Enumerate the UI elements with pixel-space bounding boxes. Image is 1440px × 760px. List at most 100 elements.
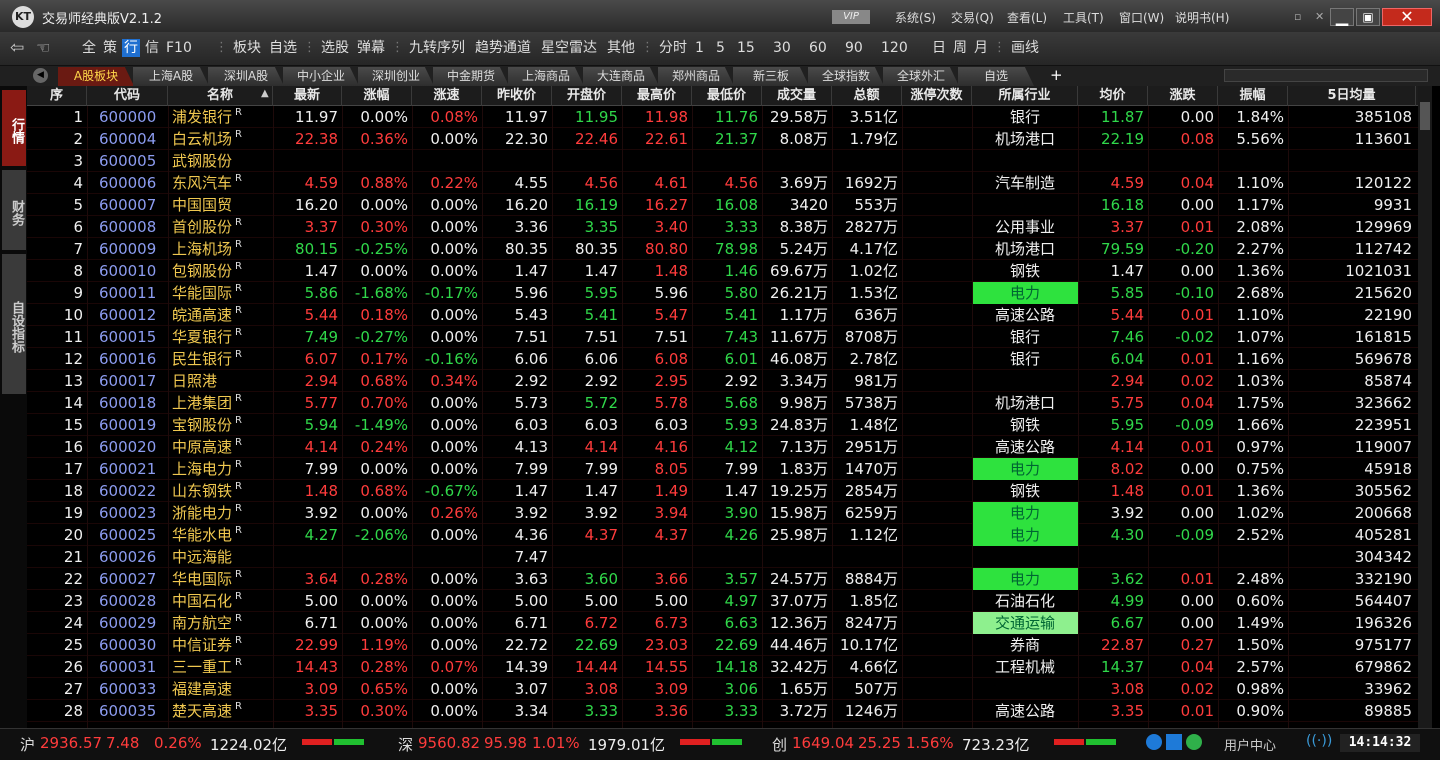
vip-badge[interactable]: VIP	[832, 10, 870, 24]
table-cell[interactable]: 首创股份 R	[172, 217, 242, 236]
side-tab[interactable]: 财务	[2, 170, 26, 250]
table-cell[interactable]: 600023	[99, 504, 157, 522]
column-header[interactable]: 最高价	[622, 86, 692, 106]
column-header[interactable]: 名称	[168, 86, 273, 106]
tool-button[interactable]: 全	[82, 40, 96, 56]
tool-button[interactable]: F10	[166, 40, 192, 56]
table-cell[interactable]: 600021	[99, 460, 157, 478]
column-header[interactable]: 涨幅	[342, 86, 412, 106]
close-small[interactable]: ✕	[1315, 10, 1325, 23]
tool-button[interactable]: 15	[737, 40, 755, 56]
table-cell[interactable]: 华夏银行 R	[172, 327, 242, 346]
table-cell[interactable]: 皖通高速 R	[172, 305, 242, 324]
tool-button[interactable]: 30	[773, 40, 791, 56]
table-cell[interactable]: 600028	[99, 592, 157, 610]
tool-button[interactable]: 画线	[1011, 40, 1039, 56]
tab[interactable]: 深圳创业	[358, 67, 434, 86]
column-header[interactable]: 涨跌	[1148, 86, 1218, 106]
table-cell[interactable]: 三一重工 R	[172, 657, 242, 676]
table-cell[interactable]: 浙能电力 R	[172, 503, 242, 522]
vertical-scrollbar[interactable]	[1418, 86, 1432, 728]
table-cell[interactable]: 中远海能	[172, 548, 233, 566]
tool-button[interactable]: 趋势通道	[475, 40, 531, 56]
table-cell[interactable]: 600012	[99, 306, 157, 324]
tool-button[interactable]: 弹幕	[357, 40, 385, 56]
table-cell[interactable]: 600027	[99, 570, 157, 588]
tab[interactable]: 自选	[958, 67, 1034, 86]
back-icon[interactable]: ⇦	[10, 38, 25, 58]
table-cell[interactable]: 上海电力 R	[172, 459, 242, 478]
table-cell[interactable]: 上海机场 R	[172, 239, 242, 258]
table-cell[interactable]: 600015	[99, 328, 157, 346]
menu-item[interactable]: 说明书(H)	[1175, 11, 1230, 25]
user-center[interactable]: 用户中心	[1224, 739, 1277, 754]
table-cell[interactable]: 福建高速	[172, 680, 233, 698]
table-cell[interactable]: 600035	[99, 702, 157, 720]
tool-button[interactable]: 60	[809, 40, 827, 56]
tool-button[interactable]: 自选	[269, 40, 297, 56]
column-header[interactable]: 所属行业	[972, 86, 1078, 106]
column-header[interactable]: 开盘价	[552, 86, 622, 106]
side-tab[interactable]: 自设指标	[2, 254, 26, 394]
table-cell[interactable]: 华电国际 R	[172, 569, 242, 588]
table-cell[interactable]: 华能国际 R	[172, 283, 242, 302]
tool-button[interactable]: 其他	[607, 40, 635, 56]
maximize-button[interactable]: ▣	[1356, 8, 1380, 26]
table-cell[interactable]: 600018	[99, 394, 157, 412]
menu-item[interactable]: 系统(S)	[895, 11, 936, 25]
column-header[interactable]: 最低价	[692, 86, 762, 106]
table-cell[interactable]: 600030	[99, 636, 157, 654]
tab[interactable]: 上海商品	[508, 67, 584, 86]
column-header[interactable]: 5日均量	[1288, 86, 1416, 106]
table-cell[interactable]: 600022	[99, 482, 157, 500]
column-header[interactable]: 最新	[273, 86, 342, 106]
table-cell[interactable]: 南方航空 R	[172, 613, 242, 632]
menu-item[interactable]: 查看(L)	[1007, 11, 1048, 25]
tab[interactable]: 中金期货	[433, 67, 509, 86]
tool-button[interactable]: 月	[974, 40, 988, 56]
column-header[interactable]: 涨速	[412, 86, 482, 106]
table-cell[interactable]: 楚天高速 R	[172, 701, 242, 720]
tool-button[interactable]: 策	[103, 40, 117, 56]
tab[interactable]: A股板块	[58, 67, 134, 86]
table-cell[interactable]: 包钢股份 R	[172, 261, 242, 280]
restore-icon[interactable]: ▫	[1294, 10, 1302, 23]
table-cell[interactable]: 民生银行 R	[172, 349, 242, 368]
tool-button[interactable]: 日	[932, 40, 946, 56]
menu-item[interactable]: 窗口(W)	[1119, 11, 1165, 25]
menu-item[interactable]: 交易(Q)	[951, 11, 994, 25]
tab[interactable]: 上海A股	[133, 67, 209, 86]
table-cell[interactable]: 白云机场 R	[172, 129, 242, 148]
table-cell[interactable]: 600033	[99, 680, 157, 698]
table-cell[interactable]: 600026	[99, 548, 157, 566]
table-cell[interactable]: 600009	[99, 240, 157, 258]
table-cell[interactable]: 600007	[99, 196, 157, 214]
tool-button[interactable]: 行	[122, 39, 140, 57]
tool-button[interactable]: 分时	[659, 40, 687, 56]
add-tab[interactable]: +	[1050, 66, 1063, 84]
table-cell[interactable]: 上港集团 R	[172, 393, 242, 412]
tab[interactable]: 深圳A股	[208, 67, 284, 86]
scroll-thumb[interactable]	[1420, 102, 1430, 130]
table-cell[interactable]: 600006	[99, 174, 157, 192]
table-cell[interactable]: 600016	[99, 350, 157, 368]
column-header[interactable]: 总额	[832, 86, 902, 106]
table-cell[interactable]: 中原高速 R	[172, 437, 242, 456]
hand-icon[interactable]: ☜	[36, 38, 51, 57]
table-cell[interactable]: 600005	[99, 152, 157, 170]
tool-button[interactable]: 信	[145, 40, 159, 56]
table-cell[interactable]: 中国石化 R	[172, 591, 242, 610]
table-cell[interactable]: 600031	[99, 658, 157, 676]
table-cell[interactable]: 浦发银行 R	[172, 107, 242, 126]
minimize-button[interactable]: ▁	[1330, 8, 1354, 26]
table-cell[interactable]: 600017	[99, 372, 157, 390]
tool-button[interactable]: 120	[881, 40, 908, 56]
table-cell[interactable]: 600025	[99, 526, 157, 544]
table-cell[interactable]: 600011	[99, 284, 157, 302]
column-header[interactable]: 成交量	[762, 86, 832, 106]
column-header[interactable]: 涨停次数	[902, 86, 972, 106]
table-cell[interactable]: 武钢股份	[172, 152, 233, 170]
tool-button[interactable]: 周	[953, 40, 967, 56]
table-cell[interactable]: 山东钢铁 R	[172, 481, 242, 500]
table-cell[interactable]: 华能水电 R	[172, 525, 242, 544]
